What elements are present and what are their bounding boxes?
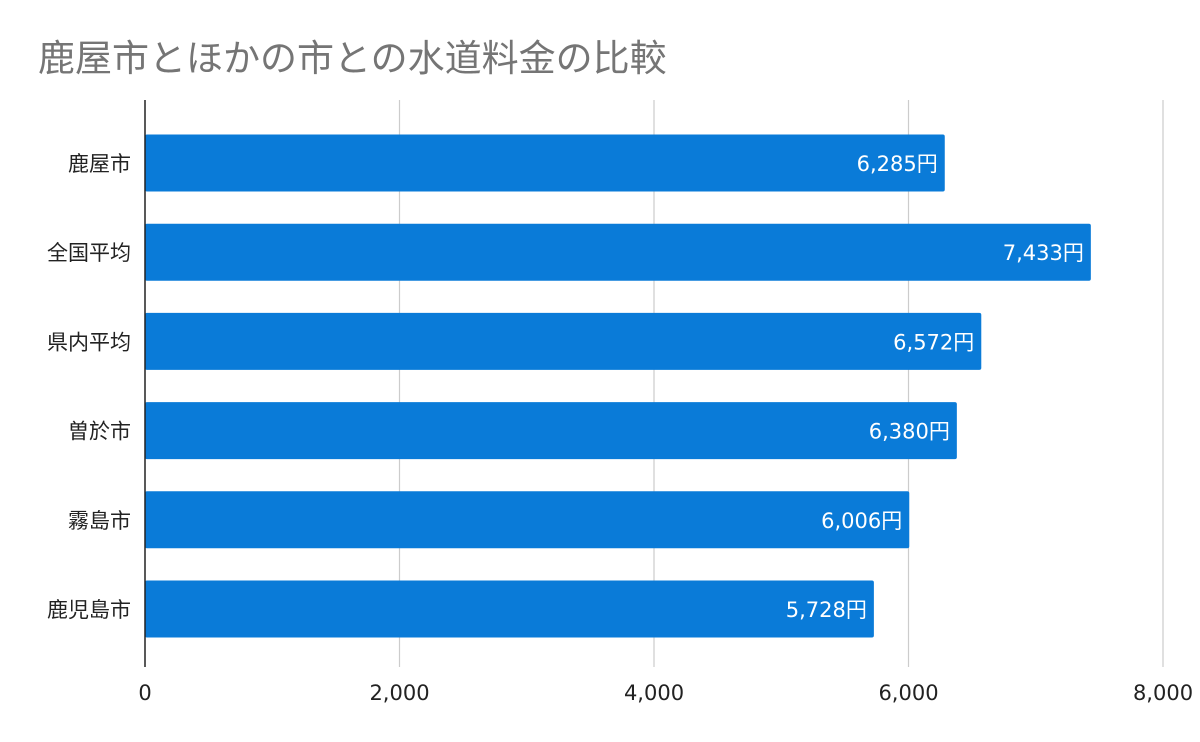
bar-0	[145, 134, 945, 192]
bar-2	[145, 312, 982, 370]
data-label-5: 5,728円	[786, 598, 867, 622]
bar-5	[145, 580, 874, 638]
data-label-4: 6,006円	[821, 509, 902, 533]
bar-4	[145, 491, 910, 549]
category-label-3: 曽於市	[68, 420, 131, 444]
data-label-0: 6,285円	[857, 152, 938, 176]
x-tick-label-3: 6,000	[878, 681, 938, 705]
category-label-5: 鹿児島市	[47, 598, 131, 622]
category-label-1: 全国平均	[47, 241, 131, 265]
bar-3	[145, 402, 957, 460]
data-label-2: 6,572円	[893, 330, 974, 354]
category-label-0: 鹿屋市	[68, 152, 131, 176]
data-label-3: 6,380円	[869, 420, 950, 444]
chart-title: 鹿屋市とほかの市との水道料金の比較	[38, 37, 667, 80]
category-label-2: 県内平均	[47, 330, 131, 354]
x-tick-label-1: 2,000	[369, 681, 429, 705]
x-tick-label-2: 4,000	[624, 681, 684, 705]
x-tick-label-0: 0	[138, 681, 151, 705]
data-label-1: 7,433円	[1003, 241, 1084, 265]
bar-1	[145, 223, 1091, 281]
x-tick-label-4: 8,000	[1133, 681, 1193, 705]
category-label-4: 霧島市	[68, 509, 131, 533]
